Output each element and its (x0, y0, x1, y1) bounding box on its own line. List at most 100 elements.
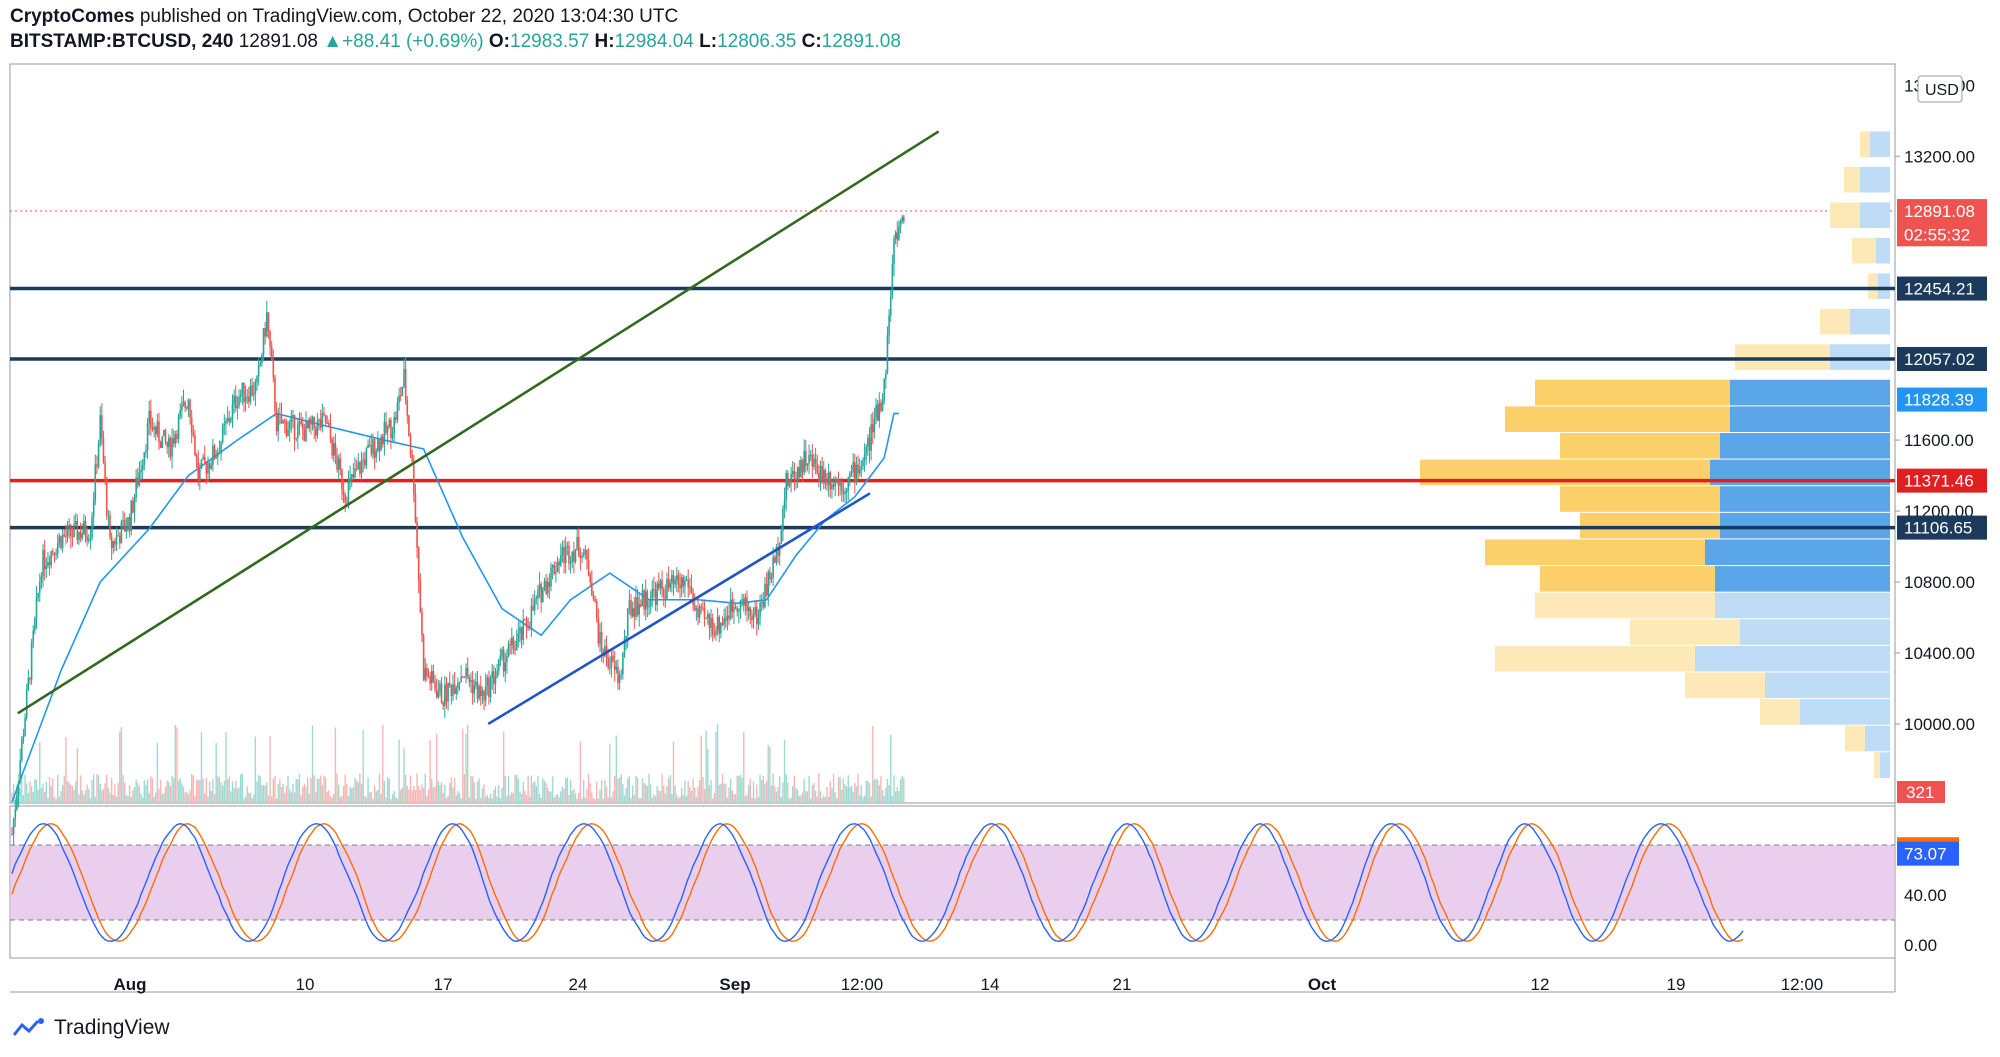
candle-body (568, 545, 570, 564)
volume-bar (827, 796, 830, 803)
volume-bar (235, 780, 237, 803)
candle-body (522, 619, 525, 640)
volume-bar (898, 790, 900, 803)
candle-body (350, 474, 353, 478)
volume-bar (218, 777, 221, 803)
price-tick-label: 10400.00 (1904, 644, 1975, 663)
candle-body (171, 438, 173, 457)
volume-bar (429, 740, 431, 803)
volume-bar (576, 798, 578, 803)
volume-bar (609, 743, 611, 803)
candle-body (615, 666, 618, 670)
candle-body (850, 471, 853, 474)
volume-bar (545, 783, 547, 803)
profile-buy-bar (1735, 344, 1830, 370)
profile-sell-bar (1730, 379, 1890, 406)
candle-body (128, 516, 131, 531)
candle-body (110, 536, 113, 549)
volume-bar (790, 797, 792, 803)
trend-lines[interactable] (17, 130, 940, 726)
volume-bar (202, 778, 204, 803)
volume-bar (687, 780, 689, 803)
volume-bar (11, 792, 13, 803)
candle-body (109, 515, 111, 537)
price-tag (1897, 347, 1987, 372)
price-tag-label: 12057.02 (1904, 350, 1975, 369)
volume-bar (674, 785, 676, 803)
trend-line (487, 492, 871, 726)
volume-bar (200, 732, 203, 803)
candle-body (822, 470, 825, 480)
volume-bar (84, 790, 87, 803)
profile-sell-bar (1876, 237, 1890, 264)
volume-bar (600, 780, 603, 803)
candle-body (158, 421, 160, 443)
time-axis[interactable]: Aug 10 17 24 Sep 12:00 14 21 Oct 12 19 12:00 (113, 975, 1823, 994)
candle-body (373, 438, 376, 458)
tradingview-brand[interactable]: TradingView (12, 1016, 170, 1040)
candle-body (34, 618, 36, 631)
candle-body (435, 689, 438, 698)
volume-bar (697, 786, 699, 803)
candle-body (723, 618, 725, 625)
volume-bar (159, 779, 162, 803)
volume-bar (785, 773, 787, 803)
candle-body (92, 500, 95, 517)
candle-body (159, 442, 162, 448)
candle-body (231, 403, 234, 419)
volume-bar (470, 776, 472, 803)
volume-bar (663, 785, 665, 803)
candle-body (202, 456, 204, 460)
candle-body (618, 675, 621, 684)
volume-bar (756, 784, 758, 803)
candle-body (217, 452, 219, 457)
candle-body (40, 576, 43, 582)
candle-body (481, 690, 484, 697)
candle-body (703, 607, 706, 618)
candle-body (424, 667, 427, 680)
volume-bar (323, 775, 325, 803)
volume-bar (318, 778, 320, 803)
candle-body (708, 614, 711, 629)
profile-buy-bar (1505, 406, 1730, 432)
volume-bar (873, 780, 876, 803)
volume-bar (61, 784, 64, 803)
candle-body (689, 586, 691, 588)
price-tag-label: 11106.65 (1904, 519, 1972, 538)
candle-body (716, 616, 719, 631)
volume-bar (334, 727, 337, 803)
candle-body (115, 535, 118, 545)
publisher-name[interactable]: CryptoComes (10, 6, 135, 27)
time-tick-label: 12:00 (841, 975, 884, 994)
candle-body (385, 422, 387, 433)
candle-body (458, 681, 461, 683)
volume-bar (803, 779, 805, 803)
symbol-label[interactable]: BITSTAMP:BTCUSD, 240 (10, 31, 234, 52)
volume-bar (66, 780, 69, 803)
candle-body (132, 500, 134, 513)
brand-name: TradingView (54, 1016, 170, 1039)
candle-body (61, 534, 64, 549)
candle-body (468, 677, 471, 683)
candle-body (891, 264, 894, 297)
candle-body (292, 415, 294, 417)
candle-body (84, 520, 87, 537)
volume-bar (63, 775, 65, 803)
volume-bar (635, 775, 637, 803)
volume-bar (57, 774, 59, 803)
ma-line (11, 412, 899, 803)
candle-body (607, 658, 609, 668)
candle-body (489, 678, 492, 698)
stochastic-pane[interactable]: 40.000.0076.6373.07 (10, 823, 1959, 955)
candle-body (55, 554, 57, 556)
candle-body (135, 477, 137, 498)
volume-bar (738, 776, 740, 803)
volume-bar (587, 774, 590, 803)
candle-body (277, 413, 280, 432)
volume-bar (220, 782, 222, 803)
candle-body (138, 472, 141, 486)
volume-bar (455, 795, 457, 803)
candle-body (854, 461, 856, 483)
candle-body (368, 444, 371, 446)
